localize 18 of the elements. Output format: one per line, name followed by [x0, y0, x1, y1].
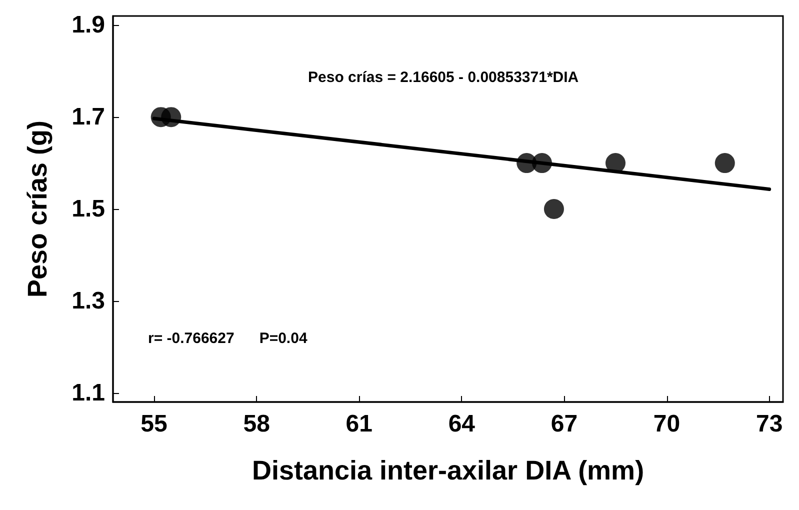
y-axis-title: Peso crías (g) — [22, 120, 52, 298]
x-tick-label: 58 — [243, 410, 270, 438]
y-tick-label: 1.1 — [72, 379, 105, 406]
point — [544, 199, 564, 219]
x-tick-label: 73 — [756, 410, 783, 438]
x-tick-label: 70 — [653, 410, 680, 438]
annotation: Peso crías = 2.16605 - 0.00853371*DIA — [308, 69, 579, 86]
y-tick-label: 1.7 — [72, 104, 105, 131]
x-tick-label: 64 — [448, 410, 476, 438]
x-tick-label: 61 — [346, 410, 372, 438]
x-tick-label: 55 — [140, 410, 168, 438]
y-tick-label: 1.9 — [72, 12, 105, 39]
x-tick-label: 67 — [550, 410, 578, 438]
y-tick-label: 1.3 — [72, 287, 105, 314]
y-tick-label: 1.5 — [72, 196, 105, 222]
x-axis-title: Distancia inter-axilar DIA (mm) — [252, 456, 644, 486]
point — [714, 153, 735, 174]
annotation: r= -0.766627 P=0.04 — [148, 330, 308, 347]
